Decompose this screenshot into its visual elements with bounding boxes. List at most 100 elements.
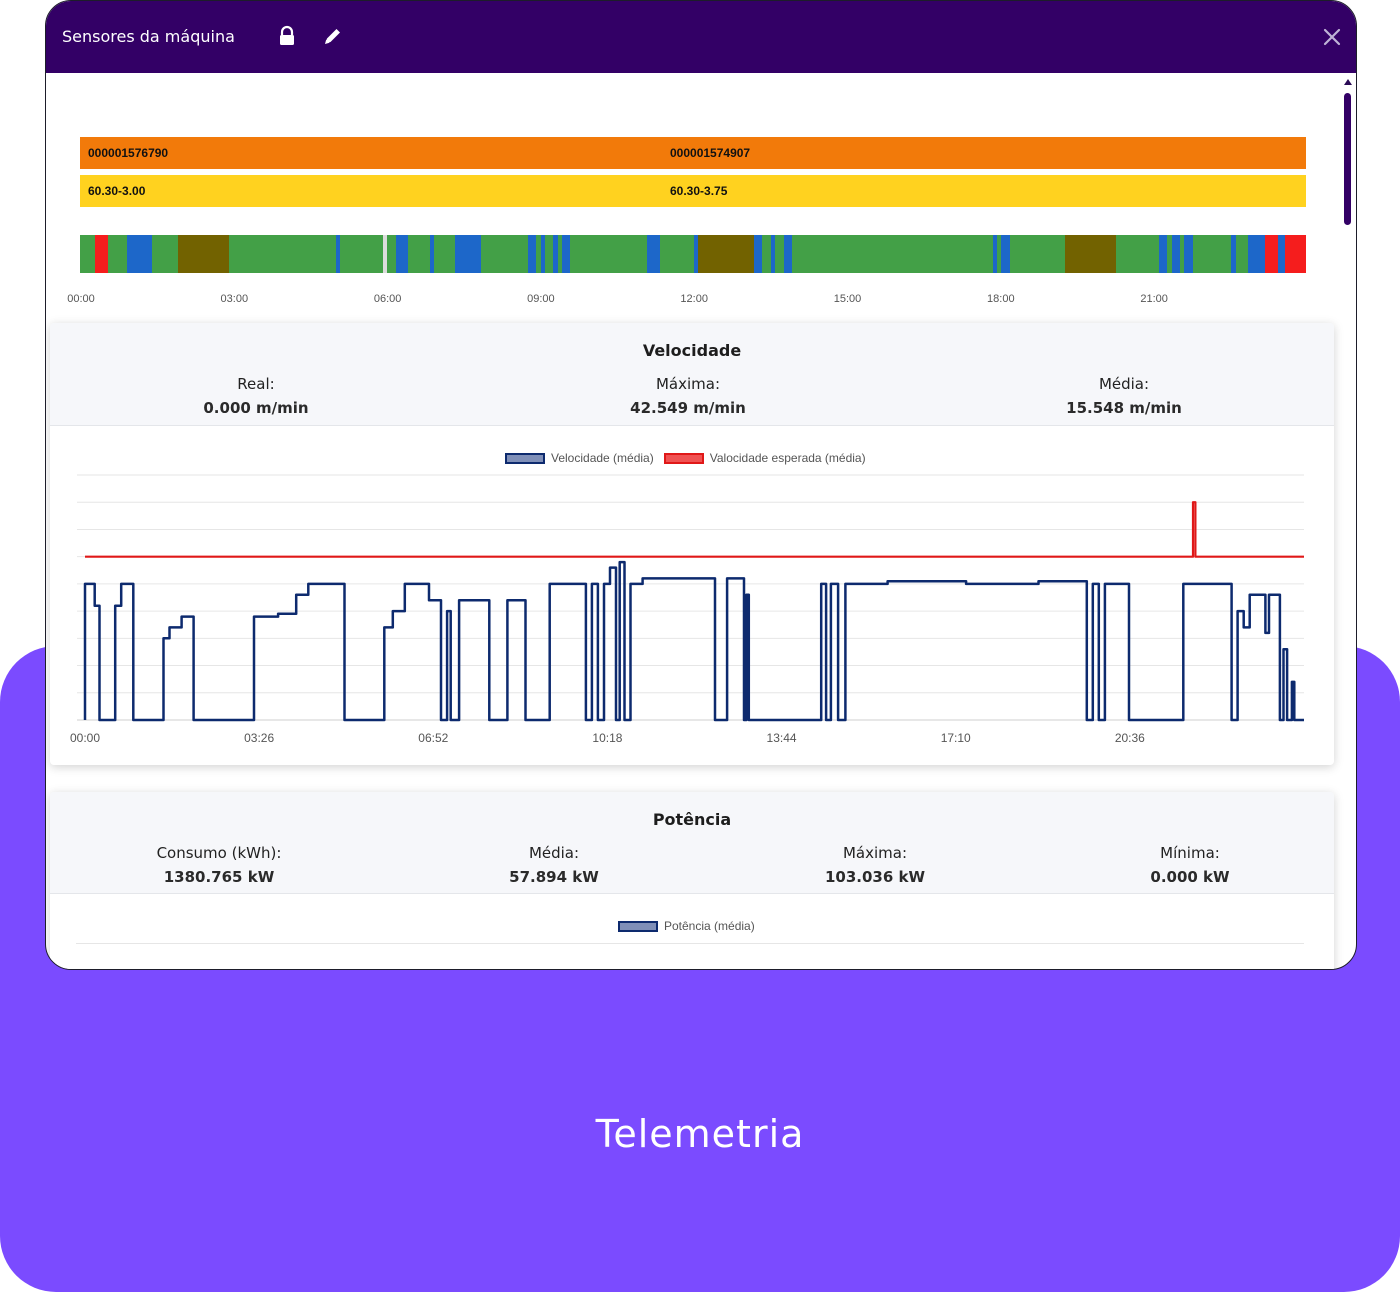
timeline-segment-setup[interactable] [126, 235, 153, 273]
timeline-segment-setup[interactable] [455, 235, 481, 273]
timeline-segment-running[interactable] [1192, 235, 1232, 273]
metric-pot-media-label: Média: [528, 844, 580, 862]
timeline-segment-running[interactable] [107, 235, 127, 273]
timeline-segment-running[interactable] [152, 235, 179, 273]
timeline-segment-maintenance[interactable] [1065, 235, 1117, 273]
timeline-segment-setup[interactable] [770, 235, 776, 273]
timeline-segment-running[interactable] [1180, 235, 1185, 273]
timeline-segment-running[interactable] [536, 235, 541, 273]
lock-icon[interactable] [276, 25, 298, 47]
timeline-segment-setup[interactable] [540, 235, 545, 273]
timeline-segment-running[interactable] [80, 235, 95, 273]
pencil-icon[interactable] [322, 25, 344, 47]
legend-label-velocidade: Velocidade (média) [551, 451, 654, 465]
scroll-thumb[interactable] [1344, 93, 1351, 225]
status-timeline[interactable] [80, 235, 1306, 273]
timeline-tick-label: 12:00 [680, 293, 708, 305]
window-title: Sensores da máquina [62, 27, 235, 46]
metric-pot-media: Média: 57.894 kW [424, 844, 684, 886]
timeline-segment-setup[interactable] [1158, 235, 1168, 273]
metric-consumo: Consumo (kWh): 1380.765 kW [89, 844, 349, 886]
timeline-segment-maintenance[interactable] [698, 235, 754, 273]
metric-media-label: Média: [1098, 375, 1150, 393]
timeline-segment-stop[interactable] [1265, 235, 1279, 273]
timeline-segment-running[interactable] [557, 235, 562, 273]
metric-real-value: 0.000 m/min [203, 399, 309, 417]
velocidade-chart[interactable]: 00:00 03:26 06:52 10:18 13:44 17:10 20:36 [50, 323, 1334, 765]
metric-maxima-value: 42.549 m/min [630, 399, 746, 417]
series-line-velocidade[interactable] [83, 560, 1304, 722]
timeline-segment-running[interactable] [480, 235, 528, 273]
potencia-header: Potência Consumo (kWh): 1380.765 kW Médi… [50, 792, 1334, 894]
legend-swatch-potencia[interactable] [618, 920, 658, 932]
timeline-segment-running[interactable] [996, 235, 1002, 273]
timeline-segment-setup[interactable] [1171, 235, 1181, 273]
timeline-segment-running[interactable] [1235, 235, 1249, 273]
metric-consumo-value: 1380.765 kW [163, 868, 275, 886]
series-line-esperada[interactable] [85, 501, 1304, 558]
order-label-2: 000001574907 [670, 146, 751, 160]
order-label-1: 000001576790 [88, 146, 169, 160]
potencia-card: Potência Consumo (kWh): 1380.765 kW Médi… [50, 792, 1334, 969]
timeline-segment-setup[interactable] [783, 235, 793, 273]
timeline-segment-running[interactable] [544, 235, 554, 273]
timeline-segment-setup[interactable] [753, 235, 763, 273]
timeline-segment-stop[interactable] [94, 235, 108, 273]
timeline-segment-running[interactable] [1116, 235, 1159, 273]
timeline-tick-label: 18:00 [987, 293, 1015, 305]
timeline-segment-stop[interactable] [1284, 235, 1306, 273]
timeline-segment-setup[interactable] [1278, 235, 1285, 273]
timeline-tick-label: 21:00 [1140, 293, 1168, 305]
metric-consumo-label: Consumo (kWh): [156, 844, 282, 862]
legend-label-potencia: Potência (média) [664, 919, 755, 933]
timeline-segment-setup[interactable] [1184, 235, 1193, 273]
timeline-segment-setup[interactable] [395, 235, 409, 273]
legend-swatch-velocidade[interactable] [505, 452, 545, 464]
timeline-segment-setup[interactable] [1231, 235, 1236, 273]
legend-label-esperada: Valocidade esperada (média) [709, 451, 866, 465]
timeline-segment-idle[interactable] [382, 235, 388, 273]
legend-swatch-esperada[interactable] [663, 452, 704, 464]
timeline-segment-running[interactable] [659, 235, 695, 273]
timeline-segment-running[interactable] [433, 235, 456, 273]
timeline-segment-setup[interactable] [647, 235, 660, 273]
potencia-title: Potência [652, 810, 732, 829]
close-icon[interactable] [1320, 25, 1344, 49]
timeline-segment-running[interactable] [1167, 235, 1172, 273]
timeline-segment-running[interactable] [387, 235, 396, 273]
timeline-segment-running[interactable] [762, 235, 771, 273]
timeline-segment-running[interactable] [229, 235, 336, 273]
timeline-segment-setup[interactable] [553, 235, 558, 273]
timeline-tick-label: 00:00 [67, 293, 95, 305]
timeline-segment-setup[interactable] [694, 235, 699, 273]
timeline-segment-setup[interactable] [992, 235, 997, 273]
timeline-segment-running[interactable] [1009, 235, 1066, 273]
sensor-window: Sensores da máquina 000001576790 0000015… [45, 0, 1357, 970]
metric-maxima-label: Máxima: [655, 375, 721, 393]
velocidade-card: Velocidade Real: 0.000 m/min Máxima: 42.… [50, 323, 1334, 765]
timeline-segment-running[interactable] [408, 235, 430, 273]
timeline-segment-running[interactable] [792, 235, 993, 273]
timeline-segment-running[interactable] [340, 235, 383, 273]
timeline-segment-setup[interactable] [561, 235, 571, 273]
timeline-segment-running[interactable] [775, 235, 784, 273]
timeline-segment-setup[interactable] [527, 235, 537, 273]
metric-pot-minima-value: 0.000 kW [1150, 868, 1230, 886]
scroll-up-arrow[interactable] [1344, 79, 1352, 85]
x-tick-label: 20:36 [1115, 731, 1145, 745]
timeline-segment-running[interactable] [570, 235, 648, 273]
x-tick-label: 13:44 [767, 731, 797, 745]
x-tick-label: 03:26 [244, 731, 274, 745]
metric-pot-minima: Mínima: 0.000 kW [1060, 844, 1320, 886]
timeline-segment-setup[interactable] [1001, 235, 1010, 273]
timeline-segment-setup[interactable] [1248, 235, 1266, 273]
timeline-segment-setup[interactable] [429, 235, 434, 273]
x-tick-label: 06:52 [418, 731, 448, 745]
window-titlebar: Sensores da máquina [46, 1, 1356, 73]
timeline-tick-label: 15:00 [833, 293, 862, 305]
timeline-segment-maintenance[interactable] [178, 235, 230, 273]
scrollbar[interactable] [1342, 79, 1354, 969]
velocidade-header: Velocidade Real: 0.000 m/min Máxima: 42.… [50, 323, 1334, 426]
timeline-segment-setup[interactable] [335, 235, 341, 273]
metric-real: Real: 0.000 m/min [126, 375, 386, 417]
